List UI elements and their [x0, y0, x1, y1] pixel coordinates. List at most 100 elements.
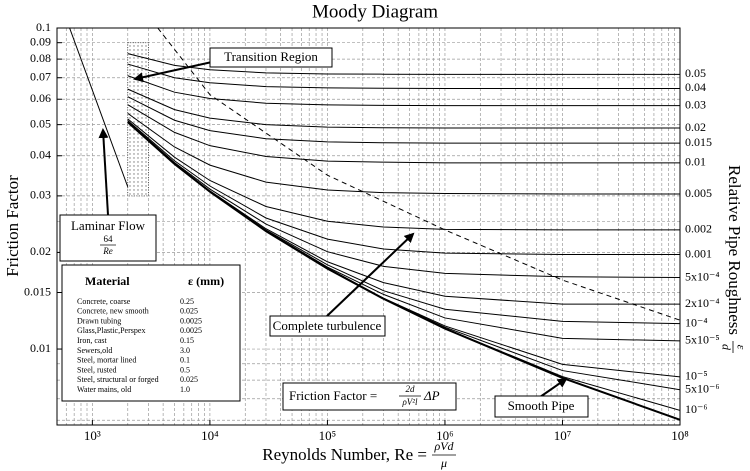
y-tick-label: 0.09	[30, 34, 51, 48]
annotation-box	[494, 395, 589, 418]
turbulence-annotation: Complete turbulence	[269, 232, 415, 337]
formula-denominator: Re	[102, 246, 113, 256]
annotation-box	[282, 382, 457, 411]
curve-label: 5x10⁻⁵	[685, 333, 720, 347]
x-tick-label: 10⁸	[671, 428, 689, 443]
table-box	[61, 264, 241, 402]
y2-axis-label-text: Relative Pipe Roughness	[725, 165, 744, 335]
y-tick-label: 0.04	[30, 148, 51, 162]
curve-label: 10⁻⁶	[685, 402, 708, 416]
curve-label: 0.04	[685, 80, 706, 94]
x-tick-label: 10⁵	[319, 428, 337, 443]
table-cell: Concrete, coarse	[77, 297, 131, 306]
curve-label: 0.005	[685, 186, 712, 200]
table-cell: Concrete, new smooth	[77, 307, 149, 316]
table-cell: 3.0	[180, 346, 190, 355]
y2-axis-label-numerator: ε	[734, 345, 748, 350]
roughness-curve	[127, 96, 680, 144]
reference-line	[157, 28, 680, 321]
y2-axis-label-denominator: d	[719, 344, 733, 351]
curve-label: 2x10⁻⁴	[685, 296, 720, 310]
table-cell: Glass,Plastic,Perspex	[77, 326, 145, 335]
x-axis-label-text: Reynolds Number, Re =	[262, 445, 427, 464]
table-cell: Drawn tubing	[77, 316, 121, 325]
plot-frame	[56, 27, 681, 426]
curve-label: 5x10⁻⁴	[685, 269, 720, 283]
arrow	[326, 232, 415, 317]
chart-title: Moody Diagram	[312, 1, 438, 22]
x-tick-label: 10⁷	[554, 428, 572, 443]
curve-label: 10⁻⁵	[685, 369, 708, 383]
table-cell: 0.5	[180, 365, 190, 374]
roughness-curve	[127, 112, 680, 195]
table-cell: 0.0025	[180, 326, 202, 335]
roughness-curve	[127, 120, 680, 256]
formula-text: Friction Factor =	[289, 388, 377, 403]
reference-line	[127, 121, 680, 421]
y-axis-label: Friction Factor	[3, 175, 22, 277]
table-cell: Sewers,old	[77, 346, 112, 355]
smooth-annotation: Smooth Pipe	[494, 377, 589, 418]
table-cell: 0.15	[180, 336, 194, 345]
table-header: ε (mm)	[188, 274, 224, 288]
x-tick-label: 10³	[84, 428, 101, 443]
table-cell: 1.0	[180, 385, 190, 394]
table-cell: Steel, structural or forged	[77, 375, 159, 384]
annotation-text: Smooth Pipe	[508, 398, 575, 413]
roughness-curve	[127, 75, 680, 107]
table-cell: Iron, cast	[77, 336, 108, 345]
friction-formula: Friction Factor = 2d ρV²l ΔP	[282, 382, 457, 411]
annotation-box	[59, 214, 157, 262]
axes: 10³ 10⁴ 10⁵ 10⁶ 10⁷ 10⁸0.10.090.080.070.060.0…	[24, 20, 720, 443]
y-tick-label: 0.07	[30, 69, 51, 83]
plot-area	[69, 28, 680, 421]
y-tick-label: 0.03	[30, 188, 51, 202]
table-header: Material	[85, 274, 130, 288]
formula-denominator: ρV²l	[401, 397, 418, 407]
annotation-box	[269, 315, 386, 337]
table-cell: 0.25	[180, 297, 194, 306]
y-tick-label: 0.02	[30, 244, 51, 258]
y-tick-label: 0.05	[30, 116, 51, 130]
y-tick-label: 0.08	[30, 51, 51, 65]
transition-region	[127, 42, 149, 197]
roughness-curve	[127, 88, 680, 129]
curve-label: 0.05	[685, 66, 706, 80]
roughness-curve	[127, 120, 680, 279]
material-table: Material ε (mm) Concrete, coarse 0.25 Conc…	[61, 264, 241, 402]
table-cell: 0.1	[180, 356, 190, 365]
table-cell: Steel, mortar lined	[77, 356, 136, 365]
annotation-box	[209, 47, 333, 68]
x-tick-label: 10⁴	[201, 428, 219, 443]
roughness-curve	[127, 118, 680, 231]
formula-numerator: 64	[104, 234, 114, 244]
y-tick-label: 0.1	[36, 20, 51, 34]
arrow	[539, 377, 568, 398]
x-tick-label: 10⁶	[436, 428, 454, 443]
y-tick-label: 0.06	[30, 91, 51, 105]
curve-label: 0.002	[685, 222, 712, 236]
table-cell: Steel, rusted	[77, 365, 117, 374]
y2-axis-label: Relative Pipe Roughness ε d	[719, 165, 748, 353]
formula-numerator: 2d	[406, 384, 416, 394]
annotation-text: Complete turbulence	[273, 318, 382, 333]
curve-label: 0.03	[685, 97, 706, 111]
table-cell: 0.0025	[180, 316, 202, 325]
curve-label: 0.01	[685, 155, 706, 169]
roughness-curve	[127, 104, 680, 164]
annotation-text: Transition Region	[224, 49, 318, 64]
annotation-text: Laminar Flow	[71, 218, 146, 233]
x-axis-label-numerator: ρVd	[433, 439, 454, 453]
arrow	[133, 61, 213, 83]
formula-tail: ΔP	[423, 388, 440, 403]
reference-line	[69, 28, 129, 188]
table-cell: 0.025	[180, 375, 198, 384]
y-tick-label: 0.015	[24, 284, 51, 298]
curve-label: 0.02	[685, 120, 706, 134]
table-cell: Water mains, old	[77, 385, 131, 394]
x-axis-label-denominator: μ	[440, 456, 447, 470]
curve-label: 5x10⁻⁶	[685, 381, 720, 395]
curve-label: 10⁻⁴	[685, 315, 708, 329]
x-axis-label: Reynolds Number, Re = ρVd μ	[262, 439, 456, 470]
